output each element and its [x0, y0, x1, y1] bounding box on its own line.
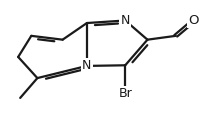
- Text: N: N: [121, 14, 130, 27]
- Text: N: N: [82, 59, 92, 72]
- Text: O: O: [189, 14, 199, 27]
- Text: Br: Br: [118, 87, 132, 100]
